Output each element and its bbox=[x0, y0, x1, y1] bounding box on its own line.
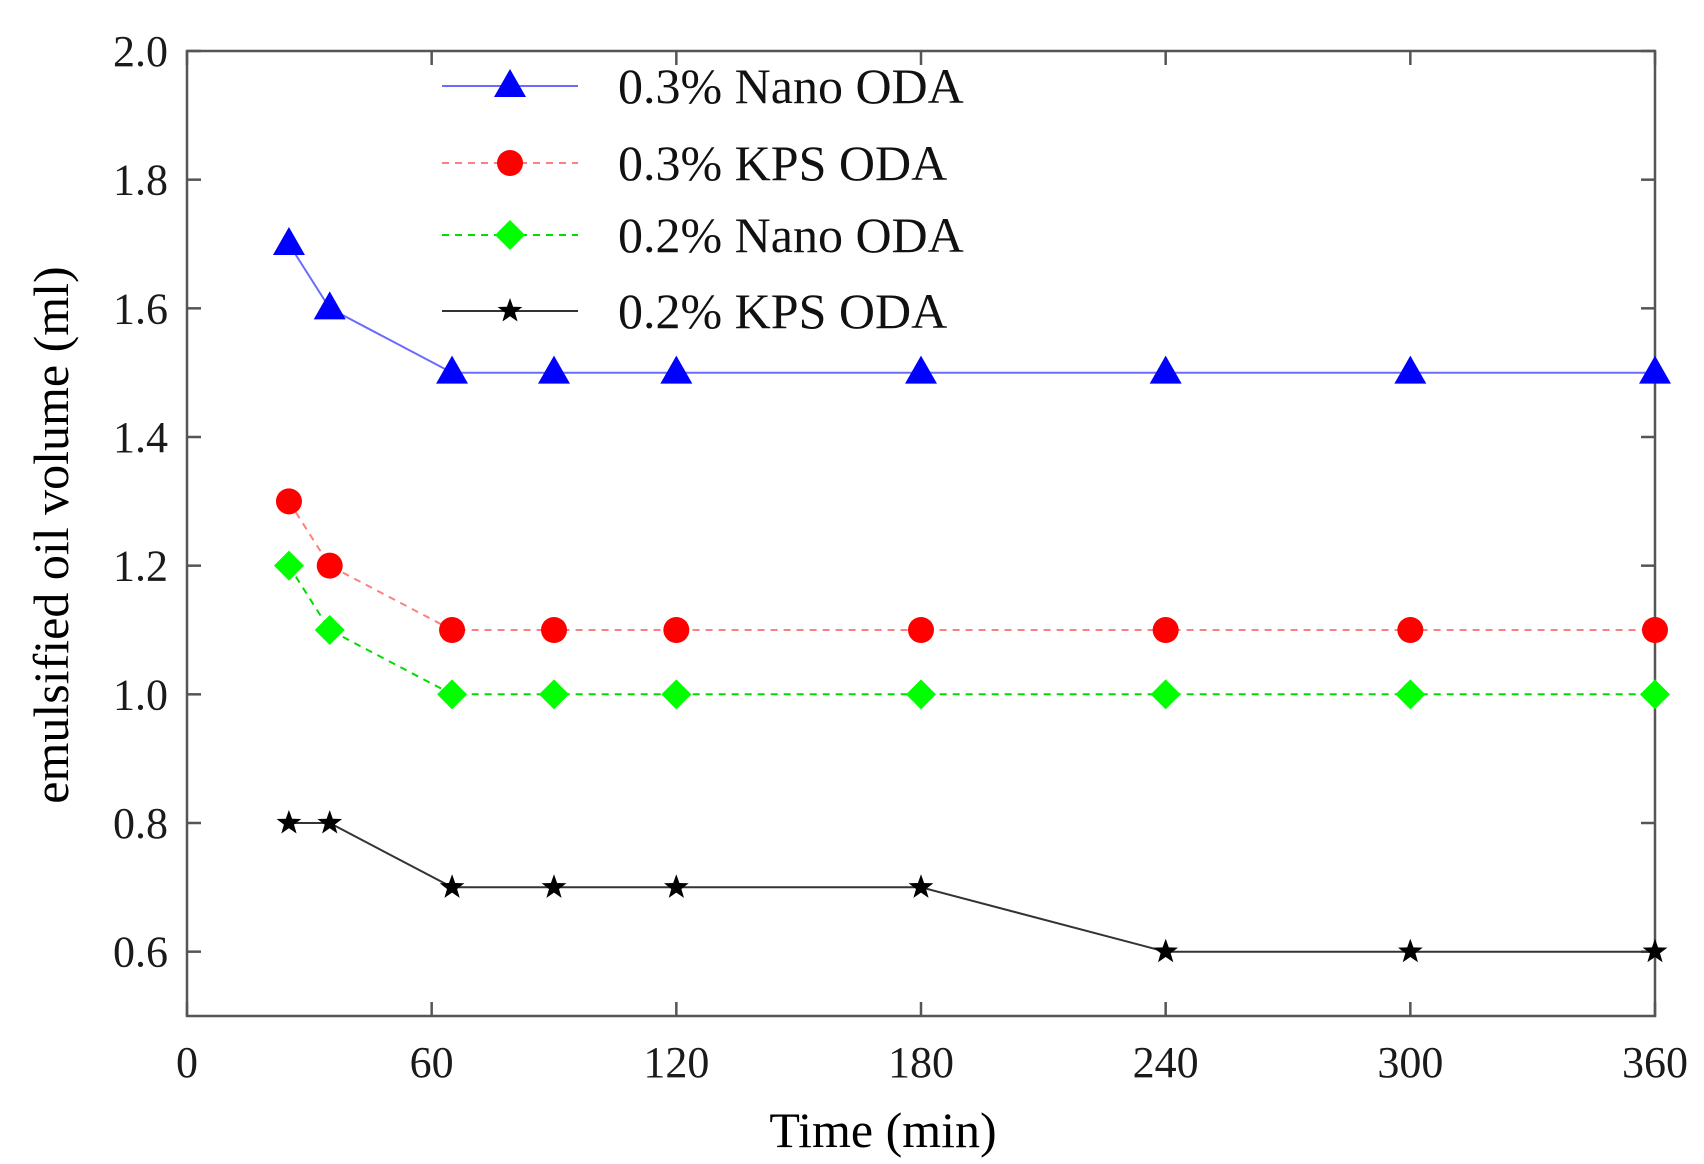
series-3 bbox=[273, 550, 1670, 710]
series-1 bbox=[272, 227, 1671, 384]
data-point bbox=[906, 679, 936, 710]
y-tick-label: 2.0 bbox=[113, 27, 168, 76]
data-point bbox=[439, 874, 465, 898]
series-4 bbox=[276, 810, 1668, 963]
legend-item-1: 0.3% Nano ODA bbox=[442, 58, 964, 114]
plot-frame bbox=[185, 49, 1657, 1018]
data-point bbox=[1642, 617, 1668, 643]
data-point bbox=[908, 617, 934, 643]
x-tick-label: 60 bbox=[410, 1038, 454, 1087]
y-tick-label: 1.2 bbox=[113, 542, 168, 591]
legend-marker bbox=[495, 220, 525, 250]
legend: 0.3% Nano ODA 0.3% KPS ODA 0.2% Nano ODA 0.… bbox=[442, 58, 964, 339]
data-point bbox=[1150, 679, 1181, 710]
data-point bbox=[313, 291, 346, 320]
series-layer bbox=[272, 227, 1671, 963]
plot-border bbox=[185, 49, 1657, 1018]
x-tick-label: 180 bbox=[888, 1038, 954, 1087]
legend-label: 0.3% KPS ODA bbox=[618, 135, 947, 191]
series-line bbox=[288, 243, 1655, 374]
legend-item-3: 0.2% Nano ODA bbox=[442, 207, 964, 263]
y-axis-title: emulsified oil volume (ml) bbox=[23, 266, 79, 803]
legend-label: 0.2% KPS ODA bbox=[618, 283, 947, 339]
data-point bbox=[316, 552, 343, 579]
legend-label: 0.3% Nano ODA bbox=[618, 58, 964, 114]
data-point bbox=[439, 617, 466, 643]
data-point bbox=[314, 615, 345, 645]
x-tick-label: 0 bbox=[176, 1038, 198, 1087]
legend-marker bbox=[497, 298, 523, 322]
y-tick-label: 1.0 bbox=[113, 670, 168, 719]
data-point bbox=[1395, 679, 1426, 710]
y-tick-label: 1.8 bbox=[113, 156, 168, 205]
data-point bbox=[541, 617, 567, 643]
y-tick-label: 1.6 bbox=[113, 284, 168, 333]
data-point bbox=[1398, 938, 1423, 963]
legend-marker bbox=[494, 69, 526, 97]
legend-marker bbox=[497, 150, 523, 176]
x-axis-title: Time (min) bbox=[769, 1102, 996, 1158]
data-point bbox=[538, 355, 570, 384]
x-tick-label: 240 bbox=[1133, 1038, 1199, 1087]
data-point bbox=[541, 874, 567, 898]
data-point bbox=[661, 679, 692, 710]
data-point bbox=[272, 227, 305, 255]
data-point bbox=[275, 488, 302, 515]
data-point bbox=[539, 679, 569, 710]
data-point bbox=[1153, 938, 1178, 963]
data-point bbox=[1639, 355, 1671, 384]
y-axis: 0.6 0.8 1.0 1.2 1.4 1.6 1.8 2.0 bbox=[113, 27, 1655, 977]
data-point bbox=[905, 355, 937, 384]
data-point bbox=[663, 617, 690, 643]
data-point bbox=[1397, 617, 1424, 643]
series-line bbox=[288, 500, 1655, 631]
x-tick-label: 120 bbox=[643, 1038, 709, 1087]
y-tick-label: 1.4 bbox=[113, 413, 168, 462]
y-tick-label: 0.6 bbox=[113, 928, 168, 977]
x-tick-label: 300 bbox=[1377, 1038, 1443, 1087]
data-point bbox=[1642, 938, 1668, 963]
data-point bbox=[1640, 679, 1670, 710]
data-point bbox=[660, 355, 693, 384]
data-point bbox=[276, 810, 302, 834]
x-tick-label: 360 bbox=[1622, 1038, 1688, 1087]
y-tick-label: 0.8 bbox=[113, 799, 168, 848]
data-point bbox=[317, 810, 343, 834]
x-axis: 0 60 120 180 240 300 360 bbox=[176, 51, 1688, 1087]
series-line bbox=[288, 822, 1655, 953]
data-point bbox=[1394, 355, 1427, 384]
series-2 bbox=[275, 488, 1668, 643]
data-point bbox=[908, 874, 934, 898]
legend-item-4: 0.2% KPS ODA bbox=[442, 283, 947, 339]
data-point bbox=[1152, 617, 1179, 643]
legend-item-2: 0.3% KPS ODA bbox=[442, 135, 947, 191]
data-point bbox=[1149, 355, 1182, 384]
data-point bbox=[664, 874, 689, 898]
legend-label: 0.2% Nano ODA bbox=[618, 207, 964, 263]
data-point bbox=[436, 355, 469, 384]
data-point bbox=[437, 679, 468, 710]
series-line bbox=[288, 565, 1655, 696]
data-point bbox=[273, 550, 304, 581]
